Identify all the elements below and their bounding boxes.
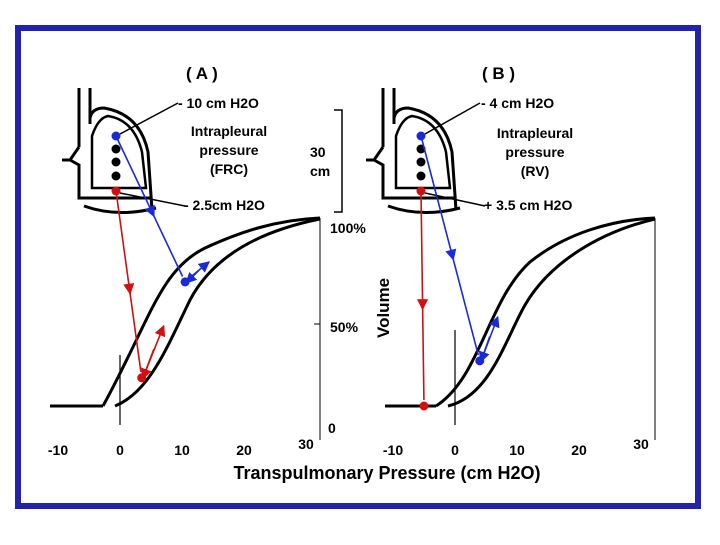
panel-b-intrapleural-line-3: (RV) [521,163,550,179]
panel-a-bottom-pressure: - 2.5cm H2O [184,197,265,213]
x-tick-label: 20 [236,442,252,458]
slide-frame [18,28,698,506]
volume-axis-title: Volume [374,278,393,338]
panel-b-label: ( B ) [482,64,515,83]
volume-tick-0: 0 [328,420,336,436]
panel-a-top-pressure: - 10 cm H2O [178,95,259,111]
panel-a-intrapleural-line-3: (FRC) [210,161,248,177]
panel-a-intrapleural-line-1: Intrapleural [191,123,267,139]
x-tick-label: 30 [298,436,314,452]
base-point [420,402,429,411]
x-axis-title: Transpulmonary Pressure (cm H2O) [233,463,540,483]
projection-arrowhead [453,258,454,260]
panel-b-x-ticks: -10 0 10 20 30 [383,436,649,458]
panel-a-intrapleural-line-2: pressure [199,142,258,158]
panel-a-x-ticks: -10 0 10 20 30 [48,436,314,458]
x-tick-label: 20 [571,442,587,458]
alveolus-dot [112,158,121,167]
alveolus-dot [417,172,426,181]
panel-b-alveoli-dots [417,132,426,196]
excursion-arrow-down [186,271,198,283]
base-projection-line [421,191,424,400]
x-tick-label: 10 [509,442,525,458]
panel-a-lung [62,88,156,213]
alveolus-dot [417,158,426,167]
panel-b-intrapleural-line-2: pressure [505,144,564,160]
x-tick-label: 0 [451,442,459,458]
base-projection-line [116,191,141,372]
alveolus-dot [112,172,121,181]
panel-a-inflation-curve [103,218,320,406]
volume-tick-100: 100% [330,220,366,236]
scale-label-line-1: 30 [310,144,326,160]
panel-a-label: ( A ) [186,64,218,83]
x-tick-label: -10 [383,442,403,458]
panel-b-bottom-pressure: + 3.5 cm H2O [484,197,572,213]
panel-b-top-pressure: - 4 cm H2O [481,95,554,111]
apex-projection-line [421,136,478,355]
panel-b-inflation-curve [436,218,655,406]
panel-a-curves [50,218,320,406]
panel-b-curves [385,218,655,406]
x-tick-label: 0 [116,442,124,458]
projection-arrowhead [153,214,154,216]
scale-label-line-2: cm [310,163,330,179]
x-tick-label: 30 [633,436,649,452]
volume-tick-50: 50% [330,319,359,335]
x-tick-label: -10 [48,442,68,458]
panel-b-lung [366,88,460,213]
scale-bracket [334,110,342,212]
x-tick-label: 10 [174,442,190,458]
alveolus-dot [112,145,121,154]
panel-b-intrapleural-line-1: Intrapleural [497,125,573,141]
